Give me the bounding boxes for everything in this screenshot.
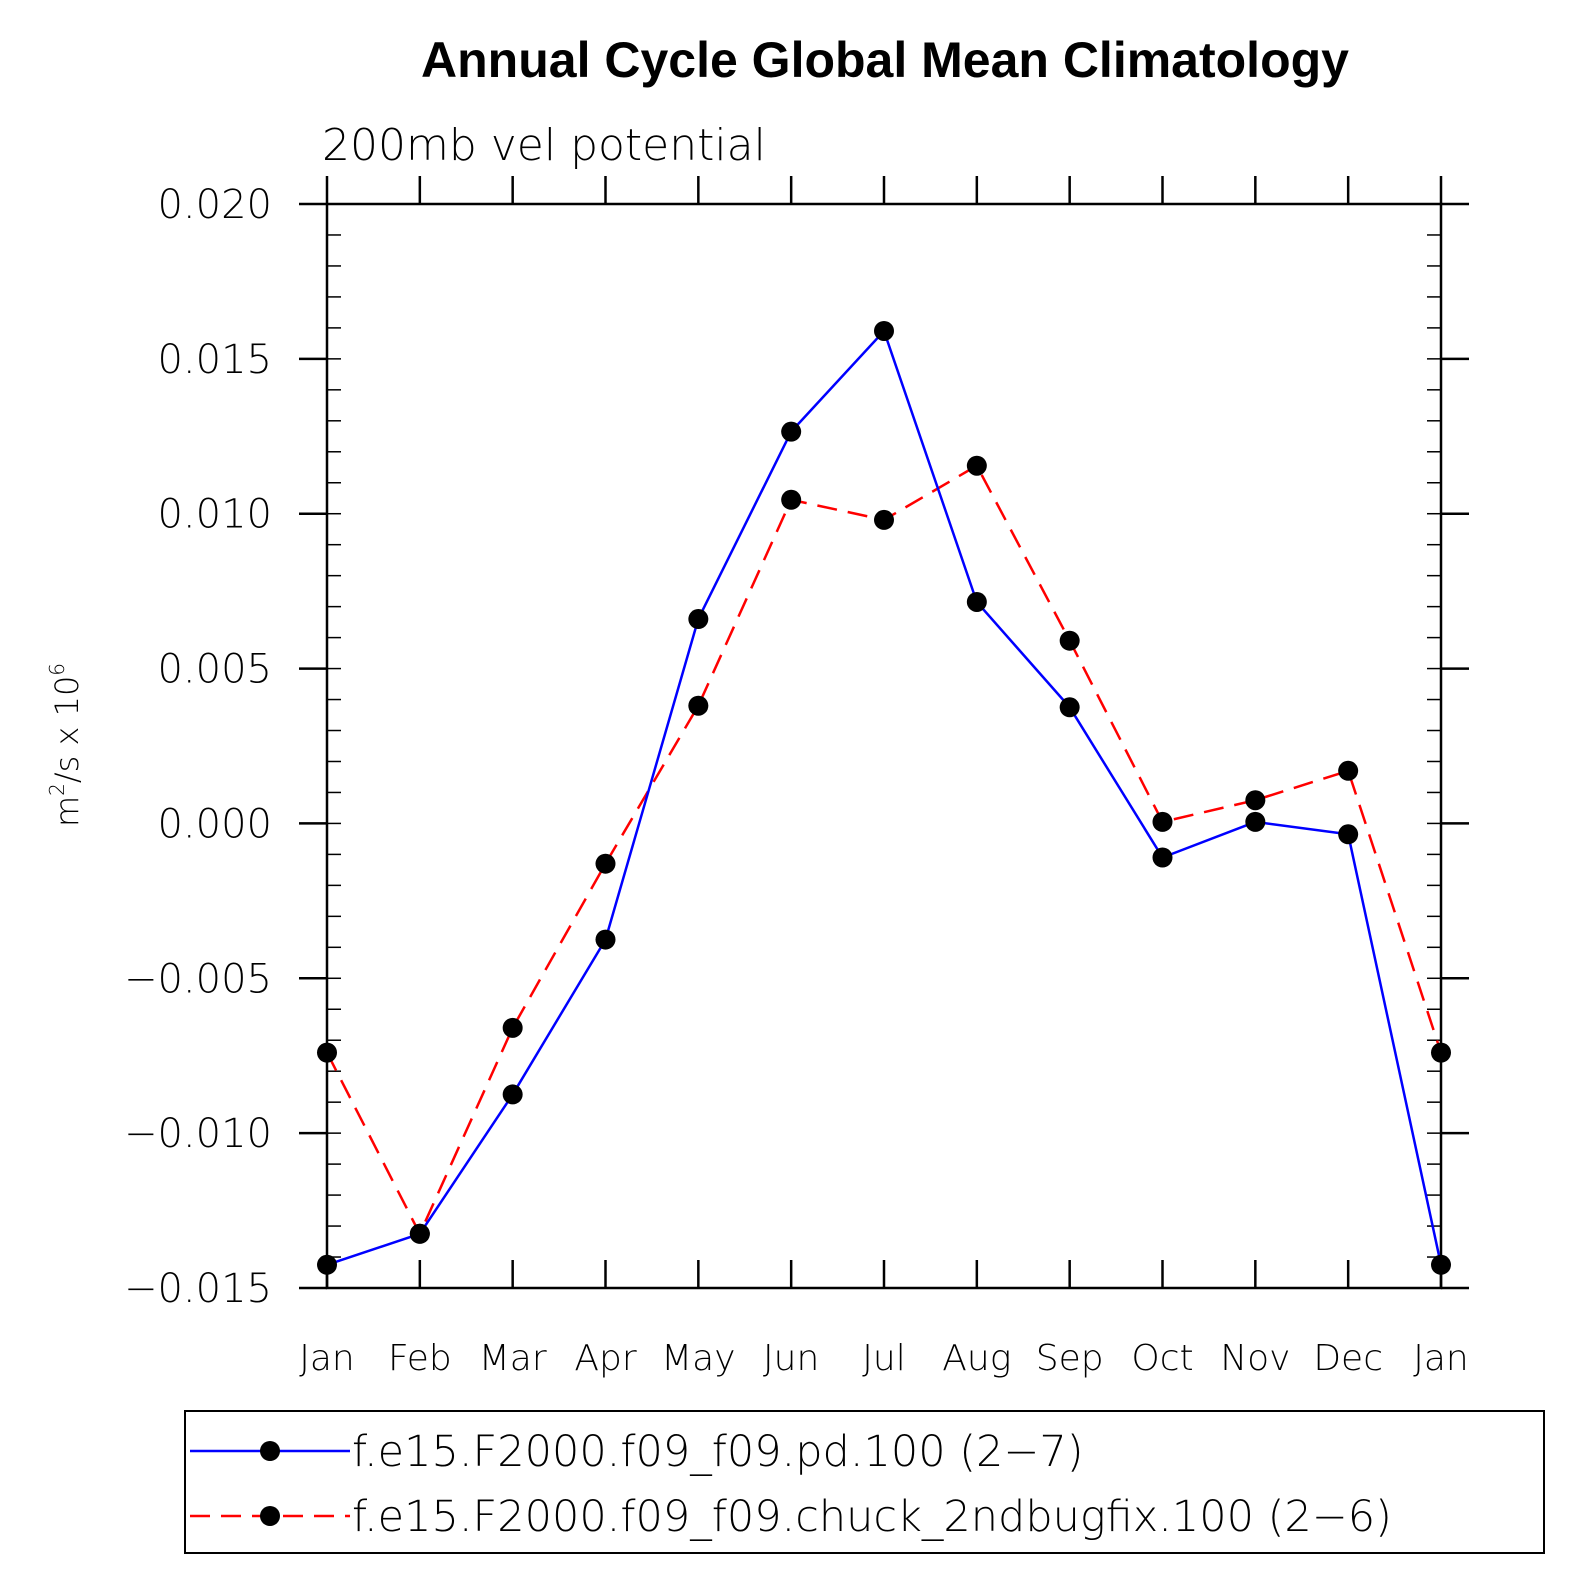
y-label-sup2: 6 [45,663,69,676]
x-tick-label: Aug [942,1338,1011,1379]
data-point [966,591,987,612]
data-point [1431,1254,1451,1275]
data-point [874,320,894,341]
x-tick-label: Jan [1413,1338,1469,1379]
x-tick-label: Jun [763,1338,819,1379]
series-layer [317,320,1451,1275]
chart-title: Annual Cycle Global Mean Climatology [421,32,1349,88]
data-point [317,1254,337,1275]
data-point [409,1223,430,1244]
x-tick-label: Oct [1131,1338,1193,1379]
y-label-mid: /s x 10 [48,676,86,783]
data-point [781,421,802,442]
plot-frame [325,202,1443,1290]
axes: 0.020 0.015 0.010 0.005 0.000 −0.005 −0.010 −0.… [124,176,1469,1379]
legend-label: f.e15.F2000.f09_f09.pd.100 (2−7) [352,1427,1084,1477]
legend-marker [260,1441,280,1461]
data-point [1059,630,1080,651]
data-point [1338,824,1359,845]
legend-marker [260,1506,280,1526]
data-point [1245,811,1266,832]
data-point [502,1017,523,1038]
y-tick-label: 0.005 [157,647,272,693]
chart-subtitle: 200mb vel potential [322,120,766,171]
data-point [1152,847,1173,868]
y-tick-label: 0.015 [157,337,272,383]
y-tick-label: 0.010 [157,492,272,538]
legend-box [184,1410,1545,1554]
x-tick-label: May [661,1338,735,1379]
data-point [688,609,709,630]
legend: f.e15.F2000.f09_f09.pd.100 (2−7) f.e15.F2… [190,1427,1392,1542]
data-point [688,695,709,716]
data-point [1338,760,1359,781]
data-point [966,455,987,476]
y-axis-label: m2/s x 106 [45,663,86,827]
y-tick-label: 0.000 [157,801,272,847]
x-tick-label: Dec [1313,1338,1383,1379]
data-point [502,1084,523,1105]
y-tick-label: −0.015 [124,1266,272,1312]
y-label-sup: 2 [45,783,69,796]
series-line [325,463,1443,1237]
data-point [317,1042,337,1063]
data-point [595,929,616,950]
y-tick-label: 0.020 [157,182,272,228]
x-tick-label: Feb [388,1338,452,1379]
x-tick-label: Apr [574,1338,636,1379]
data-point [595,853,616,874]
x-tick-label: Jan [299,1338,355,1379]
y-label-base: m [48,796,86,827]
x-tick-label: Jul [862,1338,905,1379]
x-tick-label: Mar [479,1338,547,1379]
series-line [326,328,1443,1266]
data-point [1059,697,1080,718]
data-point [1431,1042,1451,1063]
x-tick-label: Nov [1220,1338,1290,1379]
y-tick-label: −0.005 [124,956,272,1002]
data-point [874,509,894,530]
data-point [1152,811,1173,832]
y-tick-label: −0.010 [124,1111,272,1157]
data-point [781,489,802,510]
data-point [1245,790,1266,811]
x-tick-label: Sep [1036,1338,1104,1379]
legend-label: f.e15.F2000.f09_f09.chuck_2ndbugfix.100 … [352,1492,1392,1542]
